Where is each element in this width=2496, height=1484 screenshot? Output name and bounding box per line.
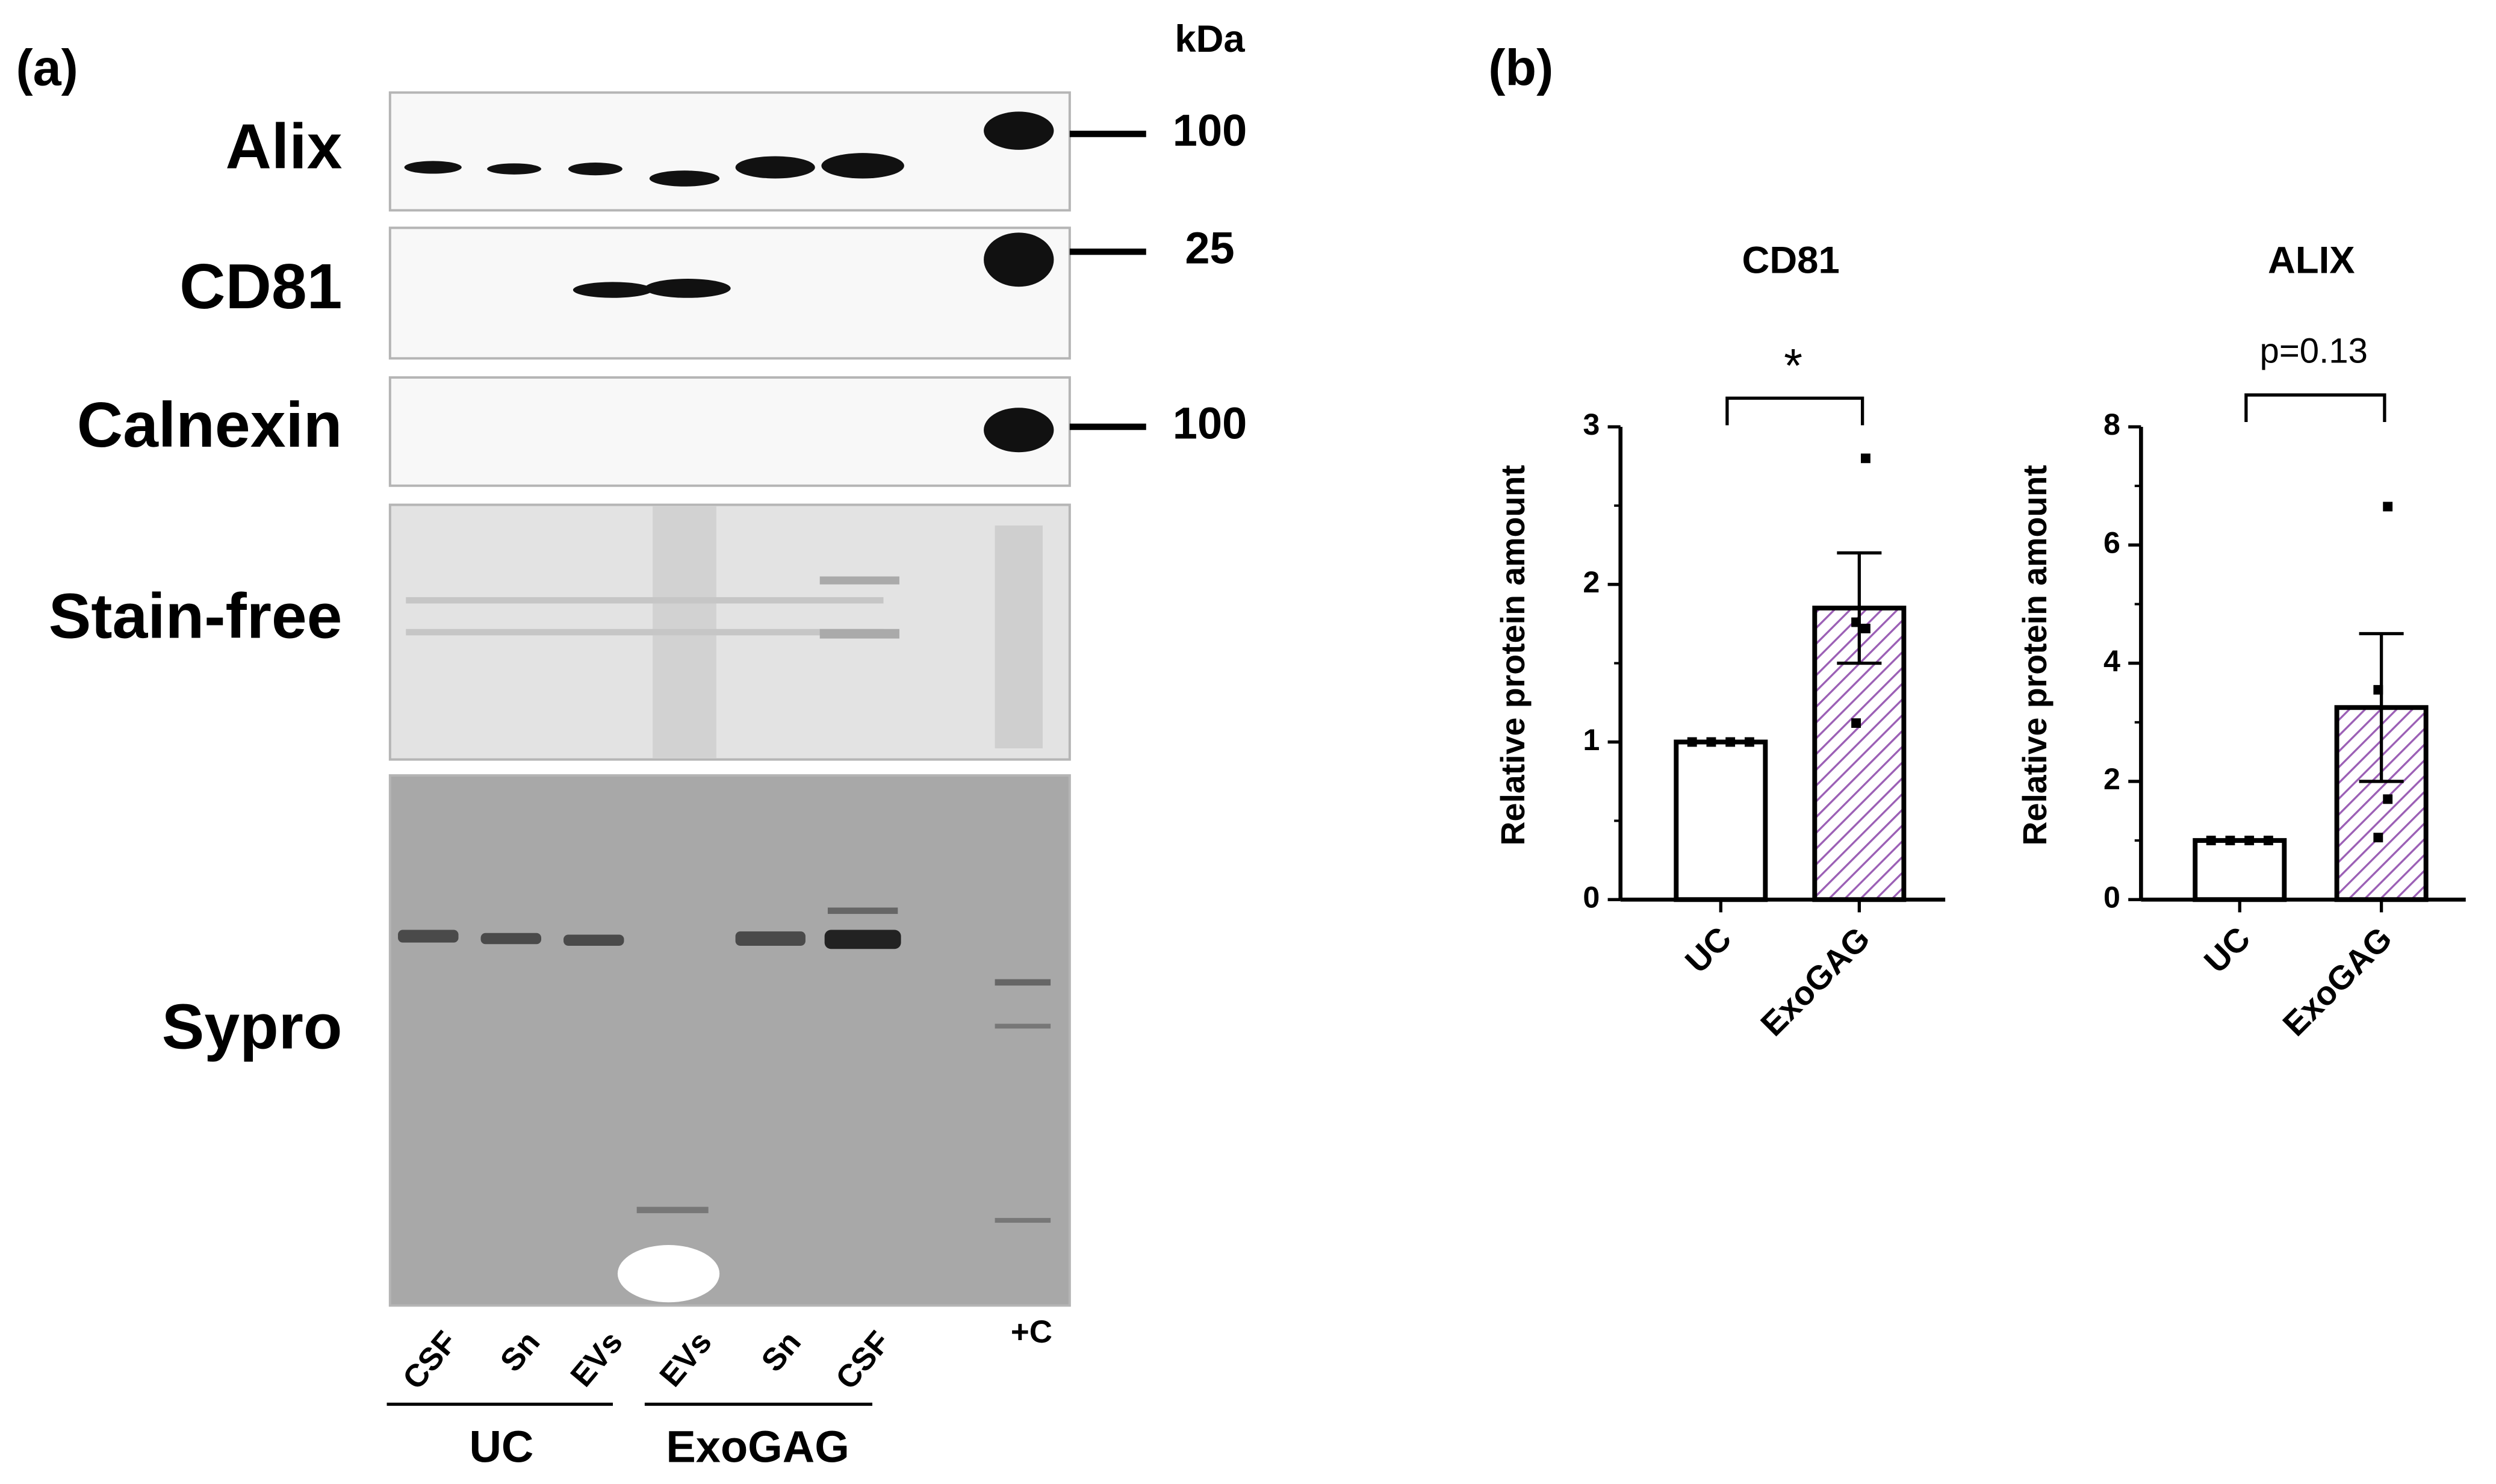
lane-label: CSF bbox=[396, 1324, 464, 1396]
significance-bracket bbox=[1725, 396, 1864, 426]
x-tick-label: UC bbox=[2197, 919, 2258, 980]
band bbox=[398, 930, 459, 943]
lane-label: EVs bbox=[563, 1324, 629, 1393]
y-tick-label: 0 bbox=[2103, 881, 2120, 914]
blot-label: Stain-free bbox=[49, 580, 343, 651]
data-point bbox=[1851, 718, 1861, 728]
data-point bbox=[1725, 737, 1736, 747]
band bbox=[573, 282, 653, 298]
bar bbox=[2193, 838, 2287, 902]
data-point bbox=[1744, 737, 1754, 747]
bands bbox=[398, 111, 1054, 1303]
band bbox=[406, 597, 884, 604]
x-tick-label: UC bbox=[1678, 919, 1739, 980]
band bbox=[995, 1218, 1051, 1223]
band bbox=[406, 629, 884, 636]
blot-box bbox=[388, 774, 1071, 1307]
significance-bracket bbox=[2244, 393, 2386, 423]
blot-label: Alix bbox=[226, 111, 343, 182]
group-label: ExoGAG bbox=[666, 1422, 849, 1472]
y-tick-label: 1 bbox=[1583, 723, 1600, 757]
data-point bbox=[2383, 501, 2393, 512]
band bbox=[821, 153, 904, 179]
band bbox=[404, 161, 462, 174]
data-point bbox=[1851, 617, 1861, 627]
y-tick-label: 6 bbox=[2103, 526, 2120, 560]
lane-label: Sn bbox=[494, 1324, 547, 1379]
band bbox=[735, 156, 815, 179]
blot-box bbox=[388, 91, 1071, 212]
marker-label: 100 bbox=[1173, 105, 1247, 155]
blot-label: CD81 bbox=[179, 251, 342, 322]
marker-label: 100 bbox=[1173, 399, 1247, 449]
y-tick-label: 0 bbox=[1583, 881, 1600, 914]
data-point bbox=[1860, 453, 1870, 464]
blot-label: Sypro bbox=[162, 992, 343, 1063]
band bbox=[824, 930, 901, 949]
band bbox=[563, 934, 624, 946]
lane-label: EVs bbox=[653, 1324, 718, 1393]
data-point bbox=[1687, 737, 1697, 747]
band bbox=[636, 1206, 709, 1214]
data-point bbox=[2206, 836, 2216, 846]
panel-label: (b) bbox=[1488, 39, 1553, 96]
kda-label: kDa bbox=[1175, 18, 1245, 60]
band bbox=[984, 232, 1054, 287]
data-point bbox=[2244, 836, 2255, 846]
band bbox=[644, 279, 731, 298]
data-point bbox=[2373, 685, 2383, 695]
chart-title: CD81 bbox=[1742, 239, 1840, 281]
lane-smear bbox=[995, 525, 1043, 749]
band bbox=[995, 1023, 1051, 1029]
data-point bbox=[2263, 836, 2273, 846]
band bbox=[568, 163, 622, 176]
x-tick-label: ExoGAG bbox=[1754, 919, 1877, 1043]
blots bbox=[388, 91, 1071, 1307]
y-tick-label: 2 bbox=[2103, 762, 2120, 796]
y-tick-label: 4 bbox=[2103, 644, 2120, 678]
marker-label: 25 bbox=[1185, 223, 1234, 273]
band bbox=[984, 111, 1054, 150]
data-point bbox=[2373, 833, 2383, 843]
panel-label: (a) bbox=[16, 39, 78, 96]
band bbox=[649, 170, 720, 187]
error-bar bbox=[2359, 632, 2404, 783]
band bbox=[984, 408, 1054, 453]
data-point bbox=[2225, 836, 2235, 846]
band bbox=[487, 163, 542, 175]
data-point bbox=[1706, 737, 1716, 747]
lane-label: Sn bbox=[754, 1324, 808, 1379]
blot-label: Calnexin bbox=[77, 390, 343, 461]
y-axis-label: Relative protein amount bbox=[1494, 465, 1532, 845]
y-tick-label: 2 bbox=[1583, 565, 1600, 599]
error-bar bbox=[1837, 551, 1882, 665]
group-label: UC bbox=[469, 1422, 533, 1472]
band bbox=[819, 576, 899, 585]
lane-label: CSF bbox=[829, 1324, 897, 1396]
band bbox=[827, 907, 898, 914]
blot-artifact bbox=[617, 1245, 720, 1303]
band bbox=[819, 629, 899, 639]
data-point bbox=[1860, 624, 1870, 633]
bar bbox=[1674, 739, 1768, 902]
band bbox=[995, 979, 1051, 986]
blot-box bbox=[388, 226, 1071, 360]
annotation: p=0.13 bbox=[2259, 332, 2367, 371]
y-tick-label: 8 bbox=[2103, 408, 2120, 441]
band bbox=[735, 931, 806, 946]
y-tick-label: 3 bbox=[1583, 408, 1600, 441]
x-tick-label: ExoGAG bbox=[2276, 919, 2399, 1043]
band bbox=[480, 933, 542, 945]
data-point bbox=[2383, 794, 2393, 804]
annotation: * bbox=[1784, 339, 1802, 393]
lane-label: +C bbox=[1011, 1314, 1052, 1350]
y-axis-label: Relative protein amount bbox=[2016, 465, 2054, 845]
blot-box bbox=[388, 376, 1071, 487]
chart-title: ALIX bbox=[2268, 239, 2355, 281]
